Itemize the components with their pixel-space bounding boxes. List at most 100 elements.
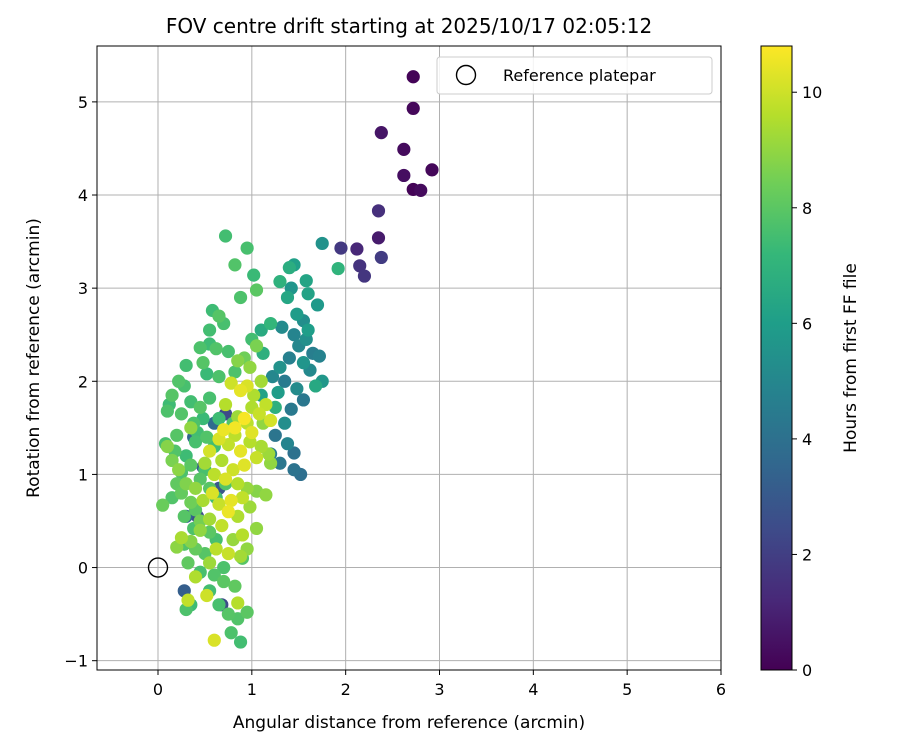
data-point [233,383,248,398]
data-point [273,456,287,470]
data-point [310,298,325,312]
data-point [228,421,242,435]
data-point [217,560,231,575]
data-point [221,546,235,561]
data-point [296,393,311,407]
data-point [196,356,210,370]
data-point [212,309,226,323]
colorbar-ticks: 0 2 4 6 8 10 [792,83,822,680]
data-point [217,423,231,437]
data-point [280,437,295,451]
data-point [259,397,273,412]
data-point [301,287,315,301]
data-point [252,407,266,421]
data-point [243,360,257,374]
colorbar-tick-label: 10 [802,83,822,102]
data-point [284,402,298,416]
data-point [193,400,207,414]
data-point [273,360,287,374]
data-point [231,477,245,491]
data-point [240,605,254,619]
data-point [263,316,278,331]
x-tick-label: 5 [622,680,632,699]
data-point [245,425,259,440]
data-point [221,505,235,519]
data-point [174,407,189,421]
data-point [414,183,428,197]
data-point [231,354,245,368]
legend-box [436,56,713,95]
data-point [215,453,229,468]
data-point [371,231,386,245]
data-point [224,626,238,640]
data-point [221,344,235,359]
colorbar-tick-label: 6 [802,314,812,333]
x-tick-label: 1 [247,680,257,699]
data-point [263,413,278,427]
data-point [203,391,217,405]
data-point [235,491,250,505]
x-axis-ticks: 0 1 2 3 4 5 6 [153,670,726,699]
data-point [205,486,220,500]
data-point [212,411,226,426]
data-point [296,356,311,370]
data-point [160,439,174,454]
data-point [397,168,411,183]
scatter-points [156,70,439,649]
colorbar-tick-label: 4 [802,430,812,449]
data-point [233,444,248,458]
data-point [188,481,203,495]
data-point [240,241,254,255]
data-point [212,370,226,384]
y-axis-label: Rotation from reference (arcmin) [24,218,44,498]
data-point [299,274,313,288]
y-tick-label: 1 [78,465,88,484]
y-tick-label: 4 [78,186,88,205]
data-point [254,323,268,337]
data-point [174,531,189,545]
data-point [271,385,285,400]
data-point [249,521,264,536]
data-point [315,236,329,251]
data-point [265,370,280,384]
data-point [172,374,186,388]
data-point [247,268,261,282]
data-point [301,323,315,337]
data-point [177,509,191,523]
data-point [165,388,179,402]
legend: Reference platepar [436,56,713,95]
data-point [172,463,186,477]
data-point [217,574,231,589]
data-point [212,497,226,511]
data-point [259,488,273,502]
data-point [237,458,251,472]
data-point [237,411,251,426]
data-point [200,367,214,381]
data-point [287,446,301,460]
data-point [397,142,411,156]
data-point [233,290,248,305]
data-point [243,500,257,514]
data-point [228,365,242,379]
data-point [357,269,372,283]
data-point [221,607,235,621]
x-tick-label: 0 [153,680,163,699]
data-point [350,242,364,256]
data-point [209,542,223,556]
data-point [203,444,217,458]
data-point [170,428,184,442]
data-point [334,241,348,255]
data-point [290,382,304,396]
data-point [249,451,264,465]
x-axis-label: Angular distance from reference (arcmin) [233,713,585,733]
data-point [209,342,223,356]
data-point [406,101,420,115]
x-tick-label: 6 [716,680,726,699]
data-point [218,472,233,486]
data-point [228,579,242,593]
colorbar-tick-label: 2 [802,545,812,564]
data-point [287,328,301,342]
data-point [275,320,289,334]
data-point [247,388,261,402]
data-point [184,421,198,435]
